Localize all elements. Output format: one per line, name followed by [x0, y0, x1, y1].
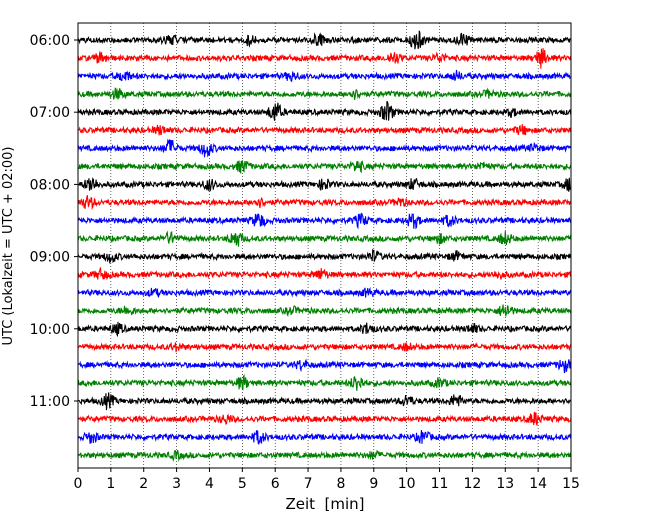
- seismic-traces: [77, 30, 572, 462]
- seismic-trace: [77, 30, 572, 50]
- y-tick-label: 06:00: [30, 33, 70, 49]
- x-axis-label: Zeit [min]: [285, 495, 364, 513]
- x-tick-label: 14: [529, 476, 547, 492]
- x-tick-label: 7: [304, 476, 313, 492]
- x-tick-label: 6: [271, 476, 280, 492]
- x-axis-ticks: 0 1 2 3 4 5 6 7 8 9 10 11 12 13 14 15: [74, 468, 580, 492]
- x-tick-label: 13: [496, 476, 514, 492]
- y-axis-ticks: 06:00 07:00 08:00 09:00 10:00 11:00: [30, 33, 78, 410]
- plot-frame: [77, 22, 572, 469]
- seismic-trace: [77, 373, 572, 391]
- x-tick-label: 12: [463, 476, 481, 492]
- y-tick-label: 11:00: [30, 394, 70, 410]
- seismic-trace: [77, 321, 572, 338]
- seismic-trace: [77, 230, 572, 247]
- x-tick-label: 1: [106, 476, 115, 492]
- seismic-trace: [77, 341, 572, 353]
- seismic-trace: [77, 69, 572, 83]
- seismic-trace: [77, 138, 572, 158]
- x-tick-label: 10: [398, 476, 416, 492]
- x-tick-label: 11: [431, 476, 449, 492]
- seismic-trace: [77, 411, 572, 426]
- x-tick-label: 4: [205, 476, 214, 492]
- y-tick-label: 08:00: [30, 177, 70, 193]
- seismic-trace: [77, 286, 572, 299]
- seismic-trace: [77, 212, 572, 230]
- seismic-trace: [77, 100, 572, 121]
- y-axis-label: UTC (Lokalzeit = UTC + 02:00): [1, 147, 16, 346]
- seismic-trace: [77, 248, 572, 264]
- y-tick-label: 09:00: [30, 250, 70, 266]
- seismic-trace: [77, 358, 572, 374]
- x-tick-label: 9: [369, 476, 378, 492]
- seismic-trace: [77, 160, 572, 174]
- x-tick-label: 5: [238, 476, 247, 492]
- seismic-trace: [77, 124, 572, 136]
- seismic-trace: [77, 267, 572, 281]
- vertical-grid: [110, 23, 539, 468]
- seismic-trace: [77, 304, 572, 317]
- x-tick-label: 3: [172, 476, 181, 492]
- seismic-trace: [77, 392, 572, 411]
- y-tick-label: 07:00: [30, 105, 70, 121]
- x-tick-label: 0: [74, 476, 83, 492]
- x-tick-label: 15: [562, 476, 580, 492]
- x-tick-label: 8: [336, 476, 345, 492]
- seismic-trace: [77, 429, 572, 446]
- seismic-trace: [77, 449, 572, 462]
- seismic-trace: [77, 195, 572, 211]
- seismic-trace: [77, 87, 572, 100]
- seismic-trace: [77, 177, 572, 192]
- y-tick-label: 10:00: [30, 322, 70, 338]
- x-tick-label: 2: [139, 476, 148, 492]
- seismic-trace: [77, 48, 572, 69]
